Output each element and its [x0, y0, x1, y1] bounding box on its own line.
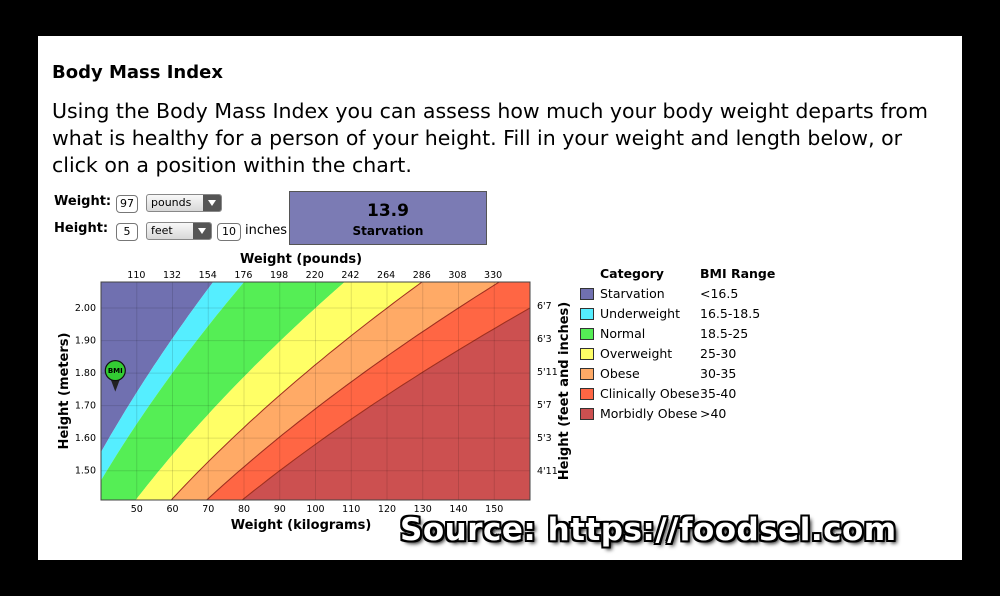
bmi-band-morbidly-obese [241, 307, 530, 500]
height-label: Height: [54, 221, 109, 236]
bottom-tick-label: 140 [449, 504, 467, 515]
bmi-band-starvation [101, 282, 214, 453]
source-watermark: Source: https://foodsel.com [400, 512, 897, 548]
bmi-band-normal [101, 282, 345, 500]
legend-swatch [580, 308, 594, 320]
left-tick-label: 1.90 [75, 336, 96, 347]
legend-bmi-range: >40 [700, 406, 727, 421]
bmi-bands [101, 282, 530, 500]
top-tick-label: 308 [448, 270, 466, 281]
height-inches-input[interactable]: 10 [217, 223, 241, 241]
left-tick-label: 1.80 [75, 368, 96, 379]
height-unit-select[interactable]: feet [146, 222, 212, 240]
bottom-tick-label: 110 [342, 504, 360, 515]
legend-bmi-range: <16.5 [700, 286, 739, 301]
legend-range-header: BMI Range [700, 266, 776, 281]
legend-category-header: Category [600, 266, 664, 281]
weight-unit-select[interactable]: pounds [146, 194, 222, 212]
height-feet-input[interactable]: 5 [116, 223, 138, 241]
bmi-category: Starvation [352, 224, 424, 238]
legend-category-name: Morbidly Obese [600, 406, 698, 421]
top-tick-label: 220 [306, 270, 324, 281]
weight-unit-value: pounds [151, 196, 192, 209]
legend-category-name: Underweight [600, 306, 680, 321]
bottom-tick-label: 120 [378, 504, 396, 515]
legend-swatch [580, 368, 594, 380]
right-tick-label: 6'7 [537, 301, 552, 312]
top-tick-label: 154 [199, 270, 217, 281]
top-tick-label: 330 [484, 270, 502, 281]
bottom-tick-label: 150 [485, 504, 503, 515]
top-axis-label: Weight (pounds) [240, 252, 362, 267]
top-tick-label: 176 [234, 270, 252, 281]
bottom-tick-label: 50 [131, 504, 143, 515]
right-tick-label: 5'7 [537, 400, 552, 411]
left-tick-label: 1.50 [75, 466, 96, 477]
bmi-band-overweight [135, 282, 423, 500]
top-tick-label: 286 [413, 270, 431, 281]
marker-label: BMI [108, 367, 123, 375]
bottom-tick-label: 90 [274, 504, 286, 515]
top-tick-label: 110 [127, 270, 145, 281]
weight-label: Weight: [54, 194, 112, 209]
legend-category-name: Clinically Obese [600, 386, 700, 401]
right-tick-label: 5'11 [537, 367, 558, 378]
chevron-down-icon [203, 195, 221, 211]
legend-bmi-range: 18.5-25 [700, 326, 749, 341]
chart-grid [101, 282, 530, 500]
right-axis-label: Height (feet and inches) [557, 302, 572, 480]
right-tick-label: 4'11 [537, 466, 558, 477]
bmi-chart[interactable]: 50 60 70 80 90 100 110 120 130 140 150 110 132 154 176… [48, 250, 588, 540]
top-tick-label: 132 [163, 270, 181, 281]
left-axis-label: Height (meters) [57, 333, 72, 450]
bmi-value: 13.9 [367, 201, 409, 221]
inches-unit-label: inches [245, 223, 288, 238]
legend-bmi-range: 30-35 [700, 366, 737, 381]
bmi-panel: Body Mass Index Using the Body Mass Inde… [38, 36, 962, 560]
legend-category-name: Starvation [600, 286, 665, 301]
legend-category-name: Overweight [600, 346, 673, 361]
bottom-tick-label: 70 [202, 504, 214, 515]
chevron-down-icon [193, 223, 211, 239]
left-tick-label: 1.70 [75, 401, 96, 412]
legend-bmi-range: 16.5-18.5 [700, 306, 761, 321]
legend-swatch [580, 408, 594, 420]
bottom-tick-label: 60 [166, 504, 178, 515]
bottom-tick-label: 100 [306, 504, 324, 515]
page-title: Body Mass Index [52, 62, 223, 83]
legend-category-name: Obese [600, 366, 640, 381]
height-unit-value: feet [151, 224, 173, 237]
legend-bmi-range: 35-40 [700, 386, 737, 401]
bmi-result-box: 13.9 Starvation [289, 191, 487, 245]
plot-frame [100, 281, 531, 501]
weight-input[interactable]: 97 [116, 195, 138, 213]
left-tick-label: 1.60 [75, 433, 96, 444]
top-tick-label: 264 [377, 270, 395, 281]
bottom-tick-label: 130 [414, 504, 432, 515]
right-tick-label: 6'3 [537, 334, 552, 345]
bmi-marker[interactable]: BMI [104, 360, 126, 392]
legend-bmi-range: 25-30 [700, 346, 737, 361]
marker-pin-head [104, 360, 126, 382]
top-tick-label: 198 [270, 270, 288, 281]
legend-swatch [580, 328, 594, 340]
right-tick-label: 5'3 [537, 433, 552, 444]
top-tick-label: 242 [341, 270, 359, 281]
page-description: Using the Body Mass Index you can assess… [52, 99, 928, 177]
legend-category-name: Normal [600, 326, 646, 341]
legend-swatch [580, 288, 594, 300]
legend-swatch [580, 388, 594, 400]
bottom-tick-label: 80 [238, 504, 250, 515]
left-tick-label: 2.00 [75, 303, 96, 314]
bottom-axis-label: Weight (kilograms) [231, 518, 372, 533]
axis-ticks: 50 60 70 80 90 100 110 120 130 140 150 110 132 154 176… [75, 270, 558, 515]
legend-swatch [580, 348, 594, 360]
